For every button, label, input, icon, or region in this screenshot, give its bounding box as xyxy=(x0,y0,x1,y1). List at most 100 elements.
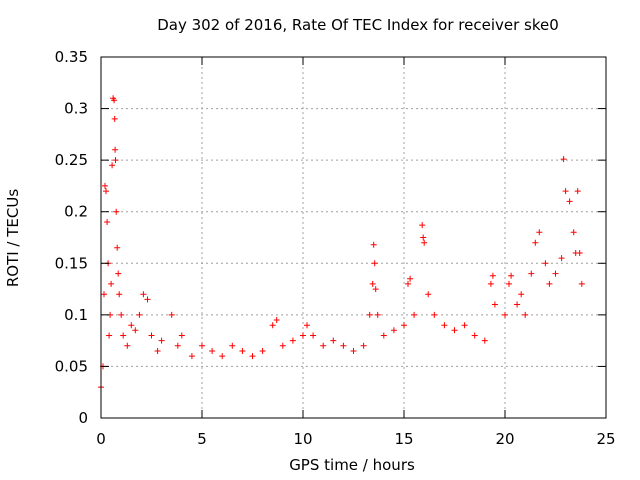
data-point xyxy=(273,317,280,323)
plot-frame xyxy=(100,56,607,419)
data-point xyxy=(390,327,397,334)
data-point xyxy=(148,332,155,339)
data-point xyxy=(419,222,426,229)
data-point xyxy=(178,332,185,339)
data-point xyxy=(431,311,438,318)
data-point xyxy=(112,146,119,153)
data-point xyxy=(239,348,246,354)
data-point xyxy=(219,353,226,360)
data-point xyxy=(518,291,525,298)
data-point xyxy=(578,280,585,287)
data-point xyxy=(425,291,432,298)
data-point xyxy=(532,239,539,246)
data-point xyxy=(528,270,535,277)
data-points xyxy=(98,95,585,391)
data-point xyxy=(576,250,583,256)
data-point xyxy=(360,342,367,349)
data-point xyxy=(136,311,143,318)
data-point xyxy=(366,311,373,318)
data-point xyxy=(115,270,122,277)
data-point xyxy=(102,182,108,189)
data-point xyxy=(558,255,565,262)
y-tick-label: 0.3 xyxy=(64,100,88,118)
data-point xyxy=(116,291,123,298)
data-point xyxy=(562,188,569,195)
data-point xyxy=(542,260,549,267)
data-point xyxy=(536,229,543,236)
data-point xyxy=(168,311,175,318)
data-point xyxy=(111,115,118,122)
y-tick-label: 0.1 xyxy=(64,306,88,324)
data-point xyxy=(128,322,135,329)
data-point xyxy=(570,229,577,236)
y-tick-label: 0.35 xyxy=(55,48,88,66)
data-point xyxy=(371,260,378,267)
data-point xyxy=(300,332,306,339)
data-point xyxy=(101,291,107,298)
y-axis-label: ROTI / TECUs xyxy=(4,189,22,287)
data-point xyxy=(132,327,139,334)
data-point xyxy=(461,322,468,329)
data-point xyxy=(111,97,118,104)
x-tick-label: 15 xyxy=(394,430,413,448)
y-tick-label: 0 xyxy=(78,409,88,427)
data-point xyxy=(370,241,377,248)
data-point xyxy=(269,322,276,329)
data-point xyxy=(249,353,256,360)
data-point xyxy=(199,342,205,349)
grid-lines xyxy=(101,57,606,418)
data-point xyxy=(289,337,296,344)
x-tick-label: 10 xyxy=(293,430,312,448)
data-point xyxy=(279,342,286,349)
data-point xyxy=(103,188,109,195)
data-point xyxy=(229,342,236,349)
chart-title: Day 302 of 2016, Rate Of TEC Index for r… xyxy=(157,16,559,34)
data-point xyxy=(104,219,111,225)
data-point xyxy=(491,301,498,308)
data-point xyxy=(489,272,496,279)
data-point xyxy=(405,280,411,287)
x-tick-label: 5 xyxy=(197,430,207,448)
data-point xyxy=(259,348,266,354)
y-tick-label: 0.15 xyxy=(55,254,88,272)
data-point xyxy=(113,208,120,215)
data-point xyxy=(560,156,567,163)
data-point xyxy=(188,353,195,360)
data-point xyxy=(106,332,113,339)
data-point xyxy=(421,239,428,246)
data-point xyxy=(514,301,521,308)
data-point xyxy=(109,162,116,169)
data-point xyxy=(154,348,161,354)
data-point xyxy=(124,342,131,349)
data-point xyxy=(380,332,387,339)
data-point xyxy=(304,322,310,329)
data-point xyxy=(340,342,347,349)
data-point xyxy=(487,280,494,287)
data-point xyxy=(372,286,379,293)
data-point xyxy=(350,348,357,354)
axis-ticks: 0 5 10 15 20 25 0 0.05 0.1 0.15 0.2 0.25 0.3 0.35 xyxy=(55,48,616,448)
y-tick-label: 0.25 xyxy=(55,151,88,169)
data-point xyxy=(471,332,478,339)
data-point xyxy=(481,337,488,344)
data-point xyxy=(552,270,559,277)
data-point xyxy=(144,296,151,303)
data-point xyxy=(502,311,508,318)
data-point xyxy=(546,280,553,287)
data-point xyxy=(140,291,147,298)
data-point xyxy=(522,311,529,318)
x-tick-label: 25 xyxy=(596,430,615,448)
data-point xyxy=(508,272,515,279)
data-point xyxy=(369,280,376,287)
data-point xyxy=(158,337,165,344)
data-point xyxy=(320,342,327,349)
data-point xyxy=(441,322,448,329)
data-point xyxy=(451,327,458,334)
data-point xyxy=(310,332,317,339)
data-point xyxy=(120,332,127,339)
x-axis-label: GPS time / hours xyxy=(289,456,415,474)
y-tick-label: 0.05 xyxy=(55,357,88,375)
data-point xyxy=(401,322,407,329)
data-point xyxy=(566,198,573,205)
